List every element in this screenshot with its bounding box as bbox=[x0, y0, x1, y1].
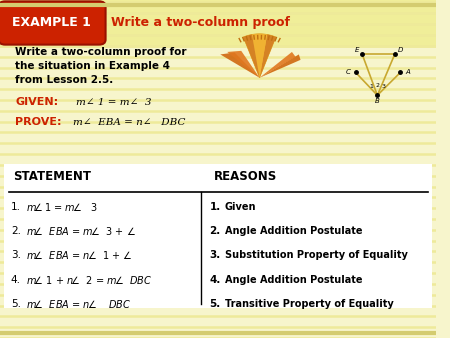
FancyBboxPatch shape bbox=[4, 164, 432, 308]
Text: 5.: 5. bbox=[209, 299, 220, 309]
Text: $m\!\angle\!$ 1 = $m\!\angle$   3: $m\!\angle\!$ 1 = $m\!\angle$ 3 bbox=[26, 201, 98, 213]
Text: D: D bbox=[398, 47, 403, 53]
Text: REASONS: REASONS bbox=[214, 170, 277, 183]
Polygon shape bbox=[243, 34, 276, 78]
Text: 1.: 1. bbox=[11, 202, 21, 212]
Text: 3.: 3. bbox=[11, 250, 21, 260]
Text: 1.: 1. bbox=[209, 202, 220, 212]
Polygon shape bbox=[260, 54, 301, 78]
Polygon shape bbox=[260, 34, 276, 78]
Text: PROVE:: PROVE: bbox=[15, 117, 62, 127]
Text: STATEMENT: STATEMENT bbox=[13, 170, 91, 183]
Polygon shape bbox=[220, 52, 260, 78]
Text: Write a two-column proof: Write a two-column proof bbox=[111, 17, 290, 29]
Text: Given: Given bbox=[225, 202, 256, 212]
Text: 3: 3 bbox=[382, 84, 386, 89]
Text: 5.: 5. bbox=[11, 299, 21, 309]
Text: 3.: 3. bbox=[209, 250, 220, 260]
Polygon shape bbox=[252, 34, 267, 78]
Text: 2: 2 bbox=[375, 82, 379, 88]
Text: B: B bbox=[375, 98, 380, 104]
Polygon shape bbox=[243, 34, 260, 78]
Text: Angle Addition Postulate: Angle Addition Postulate bbox=[225, 275, 362, 285]
Text: 2.: 2. bbox=[11, 226, 21, 236]
Polygon shape bbox=[260, 52, 296, 78]
Text: $m\!\angle$  $EBA$ = $n\!\angle$    $DBC$: $m\!\angle$ $EBA$ = $n\!\angle$ $DBC$ bbox=[26, 298, 132, 310]
FancyBboxPatch shape bbox=[0, 1, 106, 45]
Text: Transitive Property of Equality: Transitive Property of Equality bbox=[225, 299, 393, 309]
Polygon shape bbox=[227, 51, 260, 78]
Text: A: A bbox=[405, 69, 410, 75]
Text: C: C bbox=[345, 69, 350, 75]
Text: 4.: 4. bbox=[11, 275, 21, 285]
Text: $m\!\angle$ 1 + $n\!\angle$  2 = $m\!\angle$  $DBC$: $m\!\angle$ 1 + $n\!\angle$ 2 = $m\!\ang… bbox=[26, 274, 153, 286]
Text: Angle Addition Postulate: Angle Addition Postulate bbox=[225, 226, 362, 236]
Text: $m\!\angle$  $EBA$ = $n\!\angle$  1 + $\angle$: $m\!\angle$ $EBA$ = $n\!\angle$ 1 + $\an… bbox=[26, 249, 133, 261]
Text: Substitution Property of Equality: Substitution Property of Equality bbox=[225, 250, 408, 260]
Text: m∠ 1 = m∠  3: m∠ 1 = m∠ 3 bbox=[76, 98, 152, 106]
Text: 2.: 2. bbox=[209, 226, 220, 236]
Text: 1: 1 bbox=[369, 84, 373, 89]
Text: Write a two-column proof for
the situation in Example 4
from Lesson 2.5.: Write a two-column proof for the situati… bbox=[15, 47, 187, 86]
Text: m∠  EBA = n∠   DBC: m∠ EBA = n∠ DBC bbox=[73, 118, 186, 127]
Text: E: E bbox=[355, 47, 359, 53]
Text: $m\!\angle$  $EBA$ = $m\!\angle$  3 + $\angle$: $m\!\angle$ $EBA$ = $m\!\angle$ 3 + $\an… bbox=[26, 225, 136, 237]
Text: EXAMPLE 1: EXAMPLE 1 bbox=[13, 17, 91, 29]
FancyBboxPatch shape bbox=[0, 0, 436, 46]
Text: 4.: 4. bbox=[209, 275, 221, 285]
Text: GIVEN:: GIVEN: bbox=[15, 97, 58, 107]
